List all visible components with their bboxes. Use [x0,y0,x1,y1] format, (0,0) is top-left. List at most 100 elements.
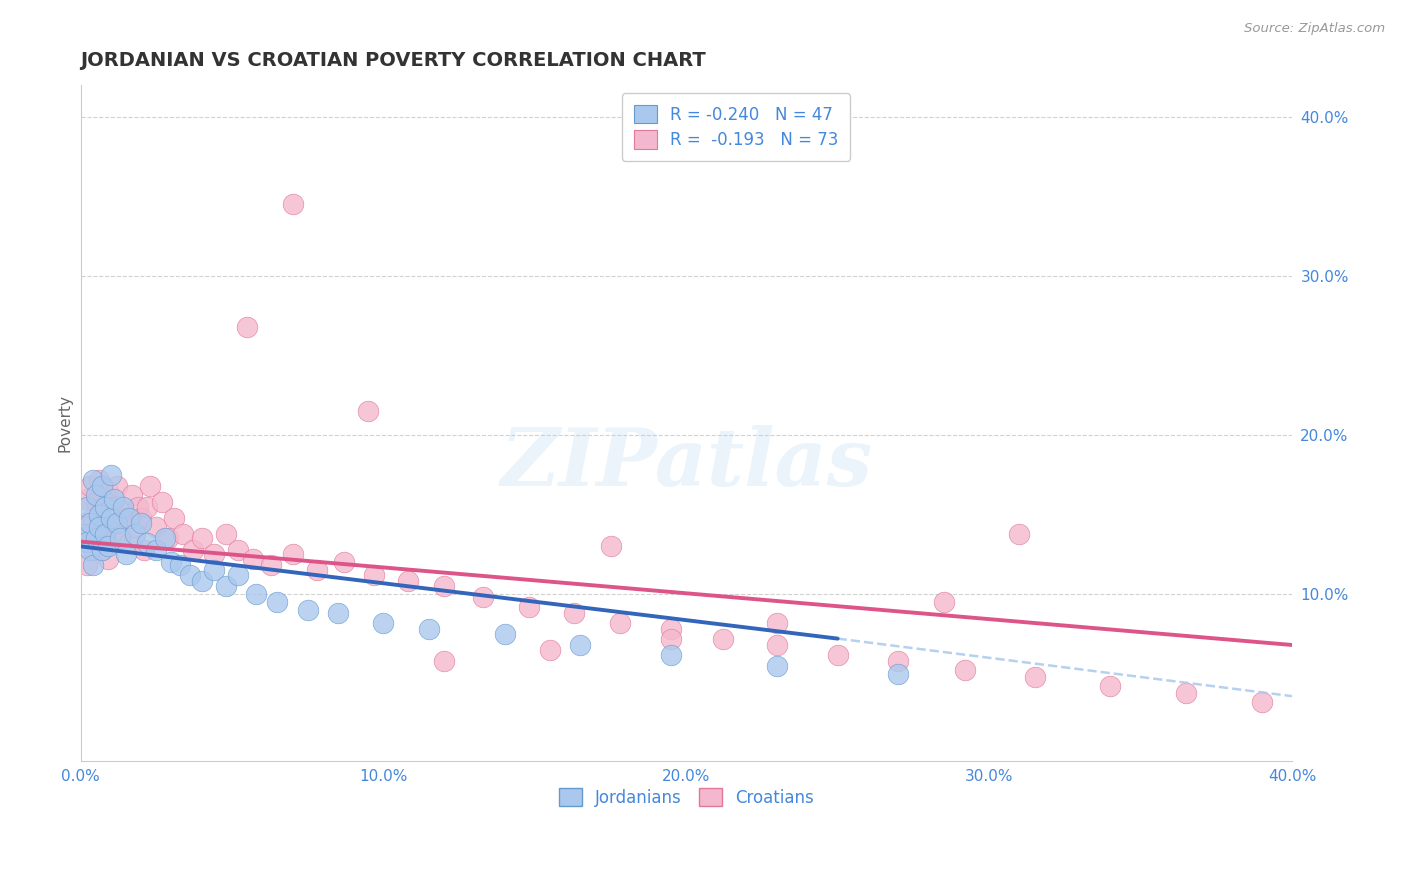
Point [326,606,349,620]
Point [87,508,110,522]
Point [129,510,152,524]
Point [1099,679,1122,693]
Point [181,542,204,557]
Point [82,558,104,573]
Point [108,532,131,546]
Point [84,532,107,546]
Point [396,574,419,589]
Point [84,488,107,502]
Point [659,622,682,636]
Y-axis label: Poverty: Poverty [58,394,72,452]
Point [82,510,104,524]
Point [305,563,328,577]
Point [163,510,186,524]
Point [766,638,789,652]
Point [82,473,104,487]
Point [84,495,107,509]
Text: JORDANIAN VS CROATIAN POVERTY CORRELATION CHART: JORDANIAN VS CROATIAN POVERTY CORRELATIO… [80,51,706,70]
Point [157,532,180,546]
Point [1250,695,1272,709]
Point [599,540,621,554]
Point [100,500,122,514]
Point [97,540,120,554]
Point [145,542,167,557]
Point [129,516,152,530]
Point [93,500,115,514]
Point [373,615,395,630]
Point [150,495,173,509]
Point [136,500,159,514]
Point [97,483,120,498]
Point [333,555,356,569]
Point [363,568,385,582]
Point [97,552,120,566]
Point [93,526,115,541]
Point [538,642,561,657]
Point [82,542,104,557]
Point [433,579,456,593]
Point [76,534,98,549]
Point [124,520,146,534]
Point [76,558,98,573]
Point [766,658,789,673]
Point [108,526,131,541]
Point [103,516,125,530]
Point [1008,526,1031,541]
Point [84,526,107,541]
Point [887,654,910,668]
Point [827,648,849,662]
Point [472,591,495,605]
Point [215,579,238,593]
Point [134,542,156,557]
Point [127,500,149,514]
Point [242,552,264,566]
Text: Source: ZipAtlas.com: Source: ZipAtlas.com [1244,22,1385,36]
Point [90,542,112,557]
Point [562,606,585,620]
Point [226,568,249,582]
Point [711,632,734,646]
Point [87,510,110,524]
Point [953,664,976,678]
Point [202,563,225,577]
Point [115,547,138,561]
Point [932,595,955,609]
Point [139,479,162,493]
Point [90,542,112,557]
Point [418,622,440,636]
Point [260,558,283,573]
Point [79,516,101,530]
Point [155,532,177,546]
Point [76,500,98,514]
Point [115,510,138,524]
Point [281,547,304,561]
Point [281,197,304,211]
Point [124,526,146,541]
Point [72,526,94,541]
Point [569,638,592,652]
Point [76,491,98,506]
Point [79,542,101,557]
Point [202,547,225,561]
Point [659,648,682,662]
Point [121,488,143,502]
Point [609,615,631,630]
Point [173,526,195,541]
Point [93,524,115,538]
Point [433,654,456,668]
Point [111,504,134,518]
Point [245,587,267,601]
Point [215,526,238,541]
Point [72,516,94,530]
Point [266,595,288,609]
Point [1175,686,1198,700]
Point [179,568,201,582]
Point [100,510,122,524]
Point [100,467,122,482]
Point [236,319,259,334]
Text: ZIPatlas: ZIPatlas [501,425,872,502]
Point [111,500,134,514]
Point [357,404,380,418]
Point [766,615,789,630]
Point [169,558,191,573]
